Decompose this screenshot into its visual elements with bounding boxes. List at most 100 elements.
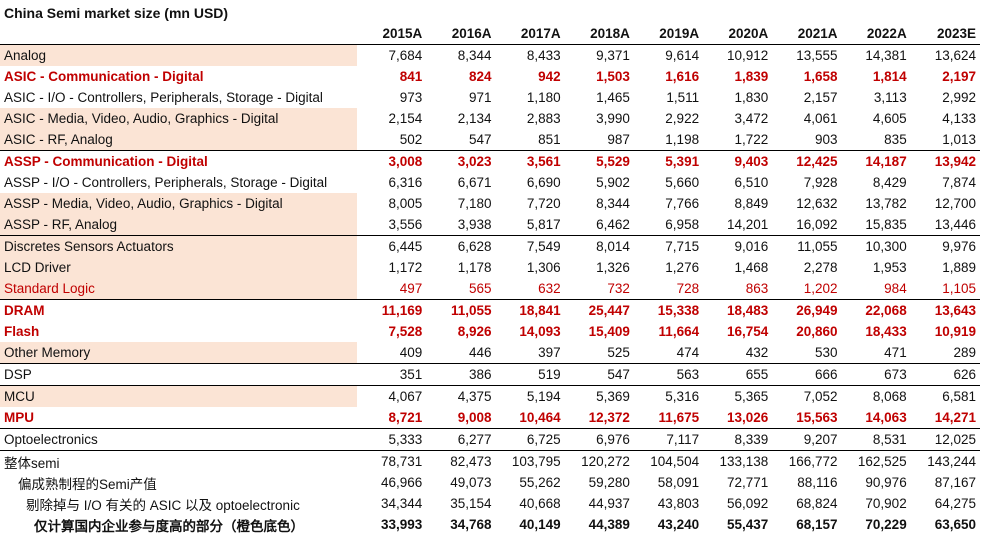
value-cell: 4,067 [357, 386, 426, 408]
value-cell: 12,025 [911, 429, 980, 451]
row-label: Standard Logic [0, 278, 357, 300]
row-label: 偏成熟制程的Semi产值 [0, 472, 357, 493]
row-label: 剔除掉与 I/O 有关的 ASIC 以及 optoelectronic [0, 493, 357, 514]
value-cell: 14,063 [842, 407, 911, 429]
value-cell: 3,113 [842, 87, 911, 108]
value-cell: 2,197 [911, 66, 980, 87]
value-cell: 397 [495, 342, 564, 364]
value-cell: 10,300 [842, 236, 911, 258]
value-cell: 1,180 [495, 87, 564, 108]
row-label: ASSP - Media, Video, Audio, Graphics - D… [0, 193, 357, 214]
value-cell: 166,772 [772, 451, 841, 473]
value-cell: 15,835 [842, 214, 911, 236]
value-cell: 673 [842, 364, 911, 386]
value-cell: 9,371 [565, 45, 634, 67]
value-cell: 26,949 [772, 300, 841, 322]
value-cell: 474 [634, 342, 703, 364]
value-cell: 133,138 [703, 451, 772, 473]
value-cell: 4,133 [911, 108, 980, 129]
row-label: LCD Driver [0, 257, 357, 278]
value-cell: 1,013 [911, 129, 980, 151]
table-row: ASIC - Media, Video, Audio, Graphics - D… [0, 108, 980, 129]
value-cell: 409 [357, 342, 426, 364]
value-cell: 7,180 [426, 193, 495, 214]
value-cell: 44,389 [565, 514, 634, 535]
value-cell: 984 [842, 278, 911, 300]
value-cell: 18,433 [842, 321, 911, 342]
market-size-table: 2015A 2016A 2017A 2018A 2019A 2020A 2021… [0, 23, 980, 535]
value-cell: 835 [842, 129, 911, 151]
value-cell: 10,912 [703, 45, 772, 67]
value-cell: 6,581 [911, 386, 980, 408]
row-label: MPU [0, 407, 357, 429]
value-cell: 1,276 [634, 257, 703, 278]
value-cell: 632 [495, 278, 564, 300]
row-label: MCU [0, 386, 357, 408]
value-cell: 15,563 [772, 407, 841, 429]
value-cell: 9,614 [634, 45, 703, 67]
year-header: 2023E [911, 23, 980, 45]
value-cell: 10,919 [911, 321, 980, 342]
value-cell: 6,671 [426, 172, 495, 193]
value-cell: 7,874 [911, 172, 980, 193]
value-cell: 5,316 [634, 386, 703, 408]
value-cell: 1,889 [911, 257, 980, 278]
value-cell: 497 [357, 278, 426, 300]
value-cell: 49,073 [426, 472, 495, 493]
value-cell: 15,338 [634, 300, 703, 322]
value-cell: 732 [565, 278, 634, 300]
value-cell: 68,824 [772, 493, 841, 514]
value-cell: 13,782 [842, 193, 911, 214]
value-cell: 2,922 [634, 108, 703, 129]
year-header: 2021A [772, 23, 841, 45]
value-cell: 11,675 [634, 407, 703, 429]
value-cell: 7,766 [634, 193, 703, 214]
value-cell: 8,005 [357, 193, 426, 214]
value-cell: 903 [772, 129, 841, 151]
table-row: ASSP - I/O - Controllers, Peripherals, S… [0, 172, 980, 193]
value-cell: 8,014 [565, 236, 634, 258]
row-label: Discretes Sensors Actuators [0, 236, 357, 258]
value-cell: 20,860 [772, 321, 841, 342]
value-cell: 40,668 [495, 493, 564, 514]
year-header: 2017A [495, 23, 564, 45]
value-cell: 5,660 [634, 172, 703, 193]
value-cell: 1,511 [634, 87, 703, 108]
value-cell: 973 [357, 87, 426, 108]
row-label: DSP [0, 364, 357, 386]
value-cell: 90,976 [842, 472, 911, 493]
value-cell: 432 [703, 342, 772, 364]
value-cell: 72,771 [703, 472, 772, 493]
value-cell: 1,202 [772, 278, 841, 300]
value-cell: 7,928 [772, 172, 841, 193]
value-cell: 5,902 [565, 172, 634, 193]
row-label: ASSP - RF, Analog [0, 214, 357, 236]
value-cell: 34,768 [426, 514, 495, 535]
value-cell: 1,722 [703, 129, 772, 151]
value-cell: 824 [426, 66, 495, 87]
row-label: ASIC - Communication - Digital [0, 66, 357, 87]
value-cell: 3,938 [426, 214, 495, 236]
value-cell: 14,093 [495, 321, 564, 342]
value-cell: 1,178 [426, 257, 495, 278]
value-cell: 82,473 [426, 451, 495, 473]
value-cell: 1,198 [634, 129, 703, 151]
value-cell: 6,725 [495, 429, 564, 451]
value-cell: 1,465 [565, 87, 634, 108]
value-cell: 351 [357, 364, 426, 386]
row-label: 整体semi [0, 451, 357, 473]
value-cell: 4,605 [842, 108, 911, 129]
value-cell: 104,504 [634, 451, 703, 473]
value-cell: 5,529 [565, 151, 634, 173]
value-cell: 3,008 [357, 151, 426, 173]
row-label: ASSP - I/O - Controllers, Peripherals, S… [0, 172, 357, 193]
value-cell: 525 [565, 342, 634, 364]
